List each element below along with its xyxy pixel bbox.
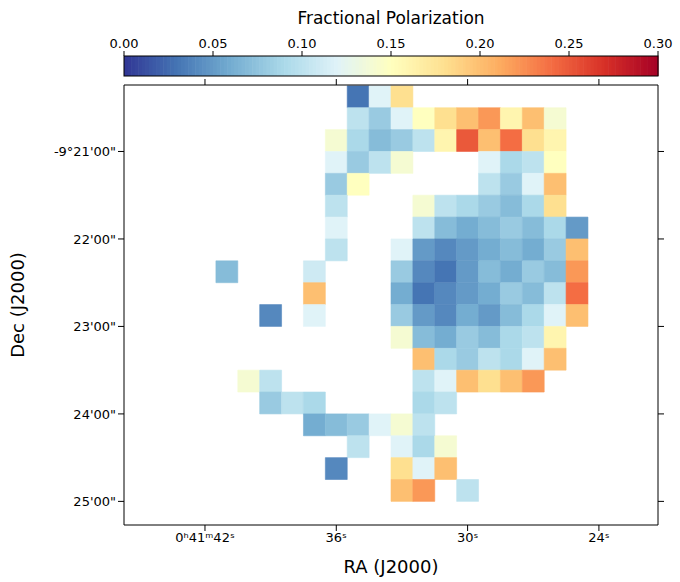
svg-text:0.15: 0.15 xyxy=(377,36,406,51)
svg-text:36ˢ: 36ˢ xyxy=(326,530,348,545)
svg-text:RA (J2000): RA (J2000) xyxy=(344,556,439,577)
svg-text:25'00": 25'00" xyxy=(73,494,116,509)
svg-text:24ˢ: 24ˢ xyxy=(588,530,610,545)
svg-text:23'00": 23'00" xyxy=(73,319,116,334)
svg-text:0.30: 0.30 xyxy=(644,36,673,51)
svg-text:0.20: 0.20 xyxy=(466,36,495,51)
svg-text:Dec (J2000): Dec (J2000) xyxy=(7,252,28,358)
svg-text:24'00": 24'00" xyxy=(73,407,116,422)
svg-text:0.25: 0.25 xyxy=(555,36,584,51)
svg-text:0.10: 0.10 xyxy=(288,36,317,51)
svg-text:0.05: 0.05 xyxy=(199,36,228,51)
svg-text:-9°21'00": -9°21'00" xyxy=(54,144,116,159)
svg-text:0.00: 0.00 xyxy=(110,36,139,51)
svg-text:22'00": 22'00" xyxy=(73,232,116,247)
svg-text:30ˢ: 30ˢ xyxy=(457,530,479,545)
svg-text:0ʰ41ᵐ42ˢ: 0ʰ41ᵐ42ˢ xyxy=(175,530,235,545)
svg-text:Fractional Polarization: Fractional Polarization xyxy=(297,8,484,28)
